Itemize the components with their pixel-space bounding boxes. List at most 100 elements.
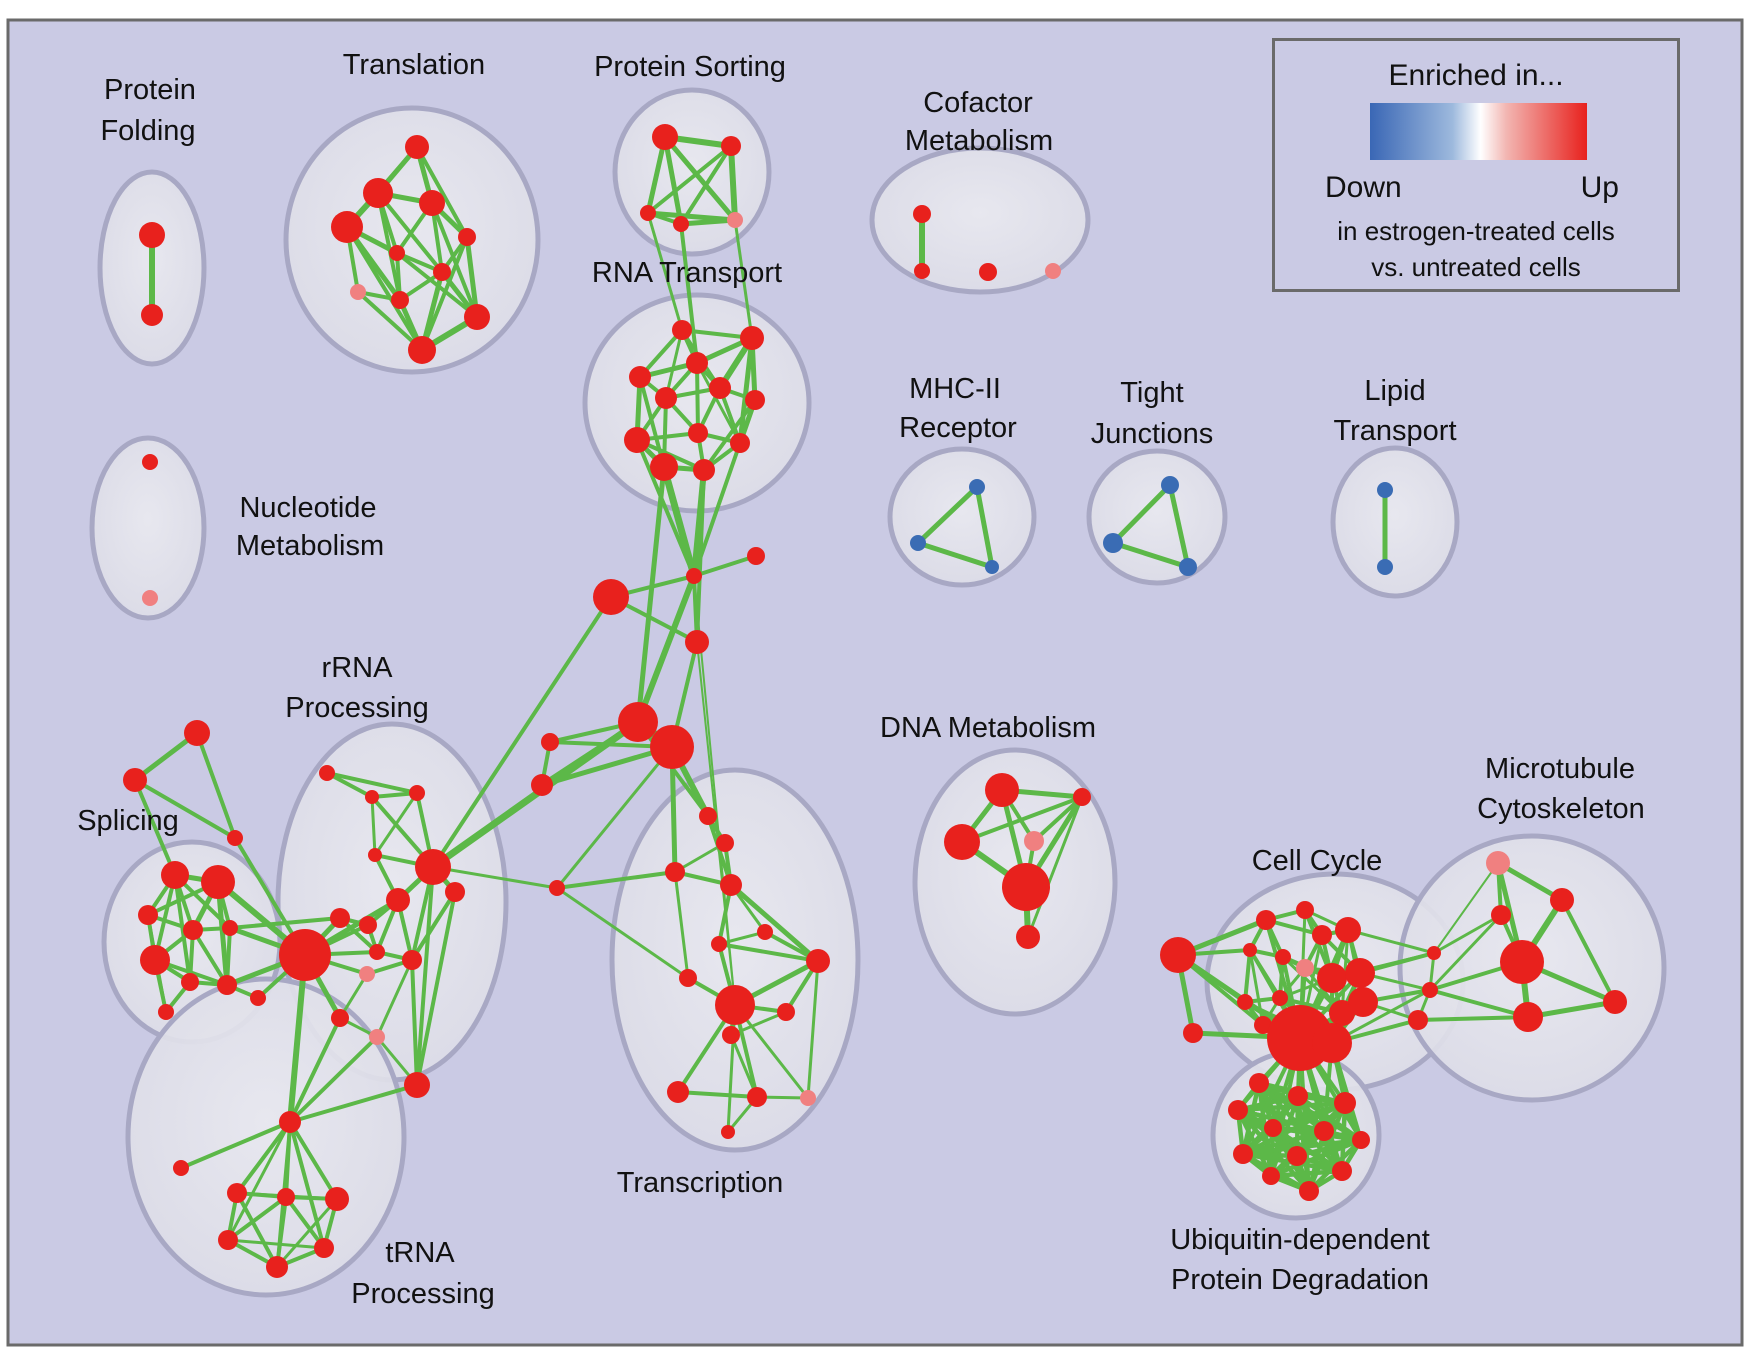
- edge: [664, 328, 684, 400]
- dna_metabolism-node-4: [1002, 863, 1050, 911]
- translation-node-3: [331, 211, 363, 243]
- nodes-layer: [123, 124, 1627, 1278]
- mhc_receptor-label-line2: Receptor: [899, 412, 1017, 444]
- edge: [228, 916, 342, 930]
- edge: [1433, 862, 1499, 954]
- edge: [729, 1033, 759, 1099]
- transcription-node-11: [667, 1081, 689, 1103]
- edge: [646, 211, 684, 332]
- microtubule-node-2: [1491, 905, 1511, 925]
- edge: [191, 928, 229, 987]
- ubiquitin-node-1: [1288, 1086, 1308, 1106]
- edge: [726, 1003, 737, 1134]
- rna_transport-node-2: [686, 352, 708, 374]
- microtubule-node-6: [1513, 1002, 1543, 1032]
- rrna-node-14: [404, 1072, 430, 1098]
- transcription-node-12: [747, 1087, 767, 1107]
- trna-node-2: [227, 1183, 247, 1203]
- cell_cycle-node-5: [1335, 917, 1361, 943]
- mhc_receptor-node-1: [910, 535, 926, 551]
- transcription-node-0: [699, 807, 717, 825]
- splicing-node-0: [161, 861, 189, 889]
- rrna-node-0: [319, 765, 335, 781]
- edge: [806, 959, 820, 1100]
- transcription-node-10: [722, 1026, 740, 1044]
- lipid_transport-label-line1: Lipid: [1364, 375, 1425, 407]
- edge: [1346, 928, 1436, 955]
- splicing_triangle-node-2: [227, 830, 243, 846]
- microtubule-label-line1: Microtubule: [1485, 753, 1635, 785]
- edge: [678, 217, 738, 227]
- splicing_triangle-node-0: [184, 720, 210, 746]
- edge: [373, 791, 419, 857]
- protein_folding-label-line1: Protein: [104, 74, 196, 106]
- rrna-node-6: [359, 916, 377, 934]
- rrna-label-line1: rRNA: [322, 652, 394, 684]
- conn-node-3: [685, 630, 709, 654]
- edge: [464, 234, 480, 320]
- translation-node-5: [389, 245, 405, 261]
- edge: [1167, 482, 1191, 570]
- rrna-node-13: [369, 1029, 385, 1045]
- rrna-node-4: [415, 849, 451, 885]
- tight_junctions-label-line1: Tight: [1120, 377, 1183, 409]
- rrna-node-7: [386, 888, 410, 912]
- nucleotide_metabolism-label-line2: Metabolism: [236, 530, 384, 562]
- legend-scale-labels: Down Up: [1275, 171, 1677, 205]
- edge: [635, 438, 696, 578]
- protein_sorting-label-line1: Protein Sorting: [594, 51, 786, 83]
- edge: [215, 879, 230, 988]
- transcription-node-2: [665, 862, 685, 882]
- lipid_transport-node-1: [1377, 559, 1393, 575]
- edge: [737, 335, 755, 446]
- tight_junctions-node-1: [1103, 533, 1123, 553]
- rrna-node-12: [331, 1009, 349, 1027]
- ubiquitin-node-5: [1314, 1121, 1334, 1141]
- edge: [555, 886, 690, 980]
- cofactor_metabolism-node-3: [1045, 263, 1061, 279]
- edge: [325, 771, 419, 795]
- splicing-node-9: [158, 1004, 174, 1020]
- edge: [179, 1120, 292, 1170]
- rna_transport-node-10: [650, 453, 678, 481]
- rna_transport-node-7: [688, 423, 708, 443]
- cell_cycle-node-14: [1329, 1000, 1355, 1026]
- conn-node-1: [593, 579, 629, 615]
- edge: [974, 484, 995, 570]
- edge: [676, 1090, 759, 1099]
- cell_cycle-node-15: [1348, 987, 1378, 1017]
- ubiquitin-label-line2: Protein Degradation: [1171, 1264, 1429, 1296]
- edge: [431, 865, 559, 890]
- splicing-node-3: [183, 920, 203, 940]
- splicing-node-5: [140, 945, 170, 975]
- edge: [410, 890, 457, 962]
- edge: [1240, 1137, 1364, 1157]
- dna_metabolism-node-0: [985, 773, 1019, 807]
- cofactor_metabolism-node-1: [914, 263, 930, 279]
- conn-node-0: [686, 568, 702, 584]
- nucleotide_metabolism-node-0: [142, 454, 158, 470]
- edge: [646, 144, 733, 215]
- ubiquitin-node-0: [1249, 1073, 1269, 1093]
- lipid_transport-node-0: [1377, 482, 1393, 498]
- dna_metabolism-node-1: [1073, 788, 1091, 806]
- protein_sorting-node-0: [652, 124, 678, 150]
- legend-down-label: Down: [1325, 171, 1402, 204]
- transcription-label-line1: Transcription: [617, 1167, 784, 1199]
- translation-node-7: [350, 284, 366, 300]
- rna_transport-node-11: [693, 459, 715, 481]
- cell_cycle-node-7: [1275, 949, 1291, 965]
- translation-node-9: [464, 304, 490, 330]
- nucleotide_metabolism-label-line1: Nucleotide: [239, 492, 376, 524]
- edge: [430, 201, 479, 319]
- rrna-node-10: [402, 950, 422, 970]
- microtubule-node-0: [1486, 851, 1510, 875]
- edge: [345, 225, 424, 352]
- microtubule-node-1: [1550, 888, 1574, 912]
- nucleotide_metabolism-ellipse: [89, 435, 207, 621]
- cell_cycle-node-3: [1296, 901, 1314, 919]
- rna_transport-node-1: [740, 326, 764, 350]
- trna-node-3: [277, 1188, 295, 1206]
- translation-node-2: [419, 190, 445, 216]
- transcription-node-13: [800, 1090, 816, 1106]
